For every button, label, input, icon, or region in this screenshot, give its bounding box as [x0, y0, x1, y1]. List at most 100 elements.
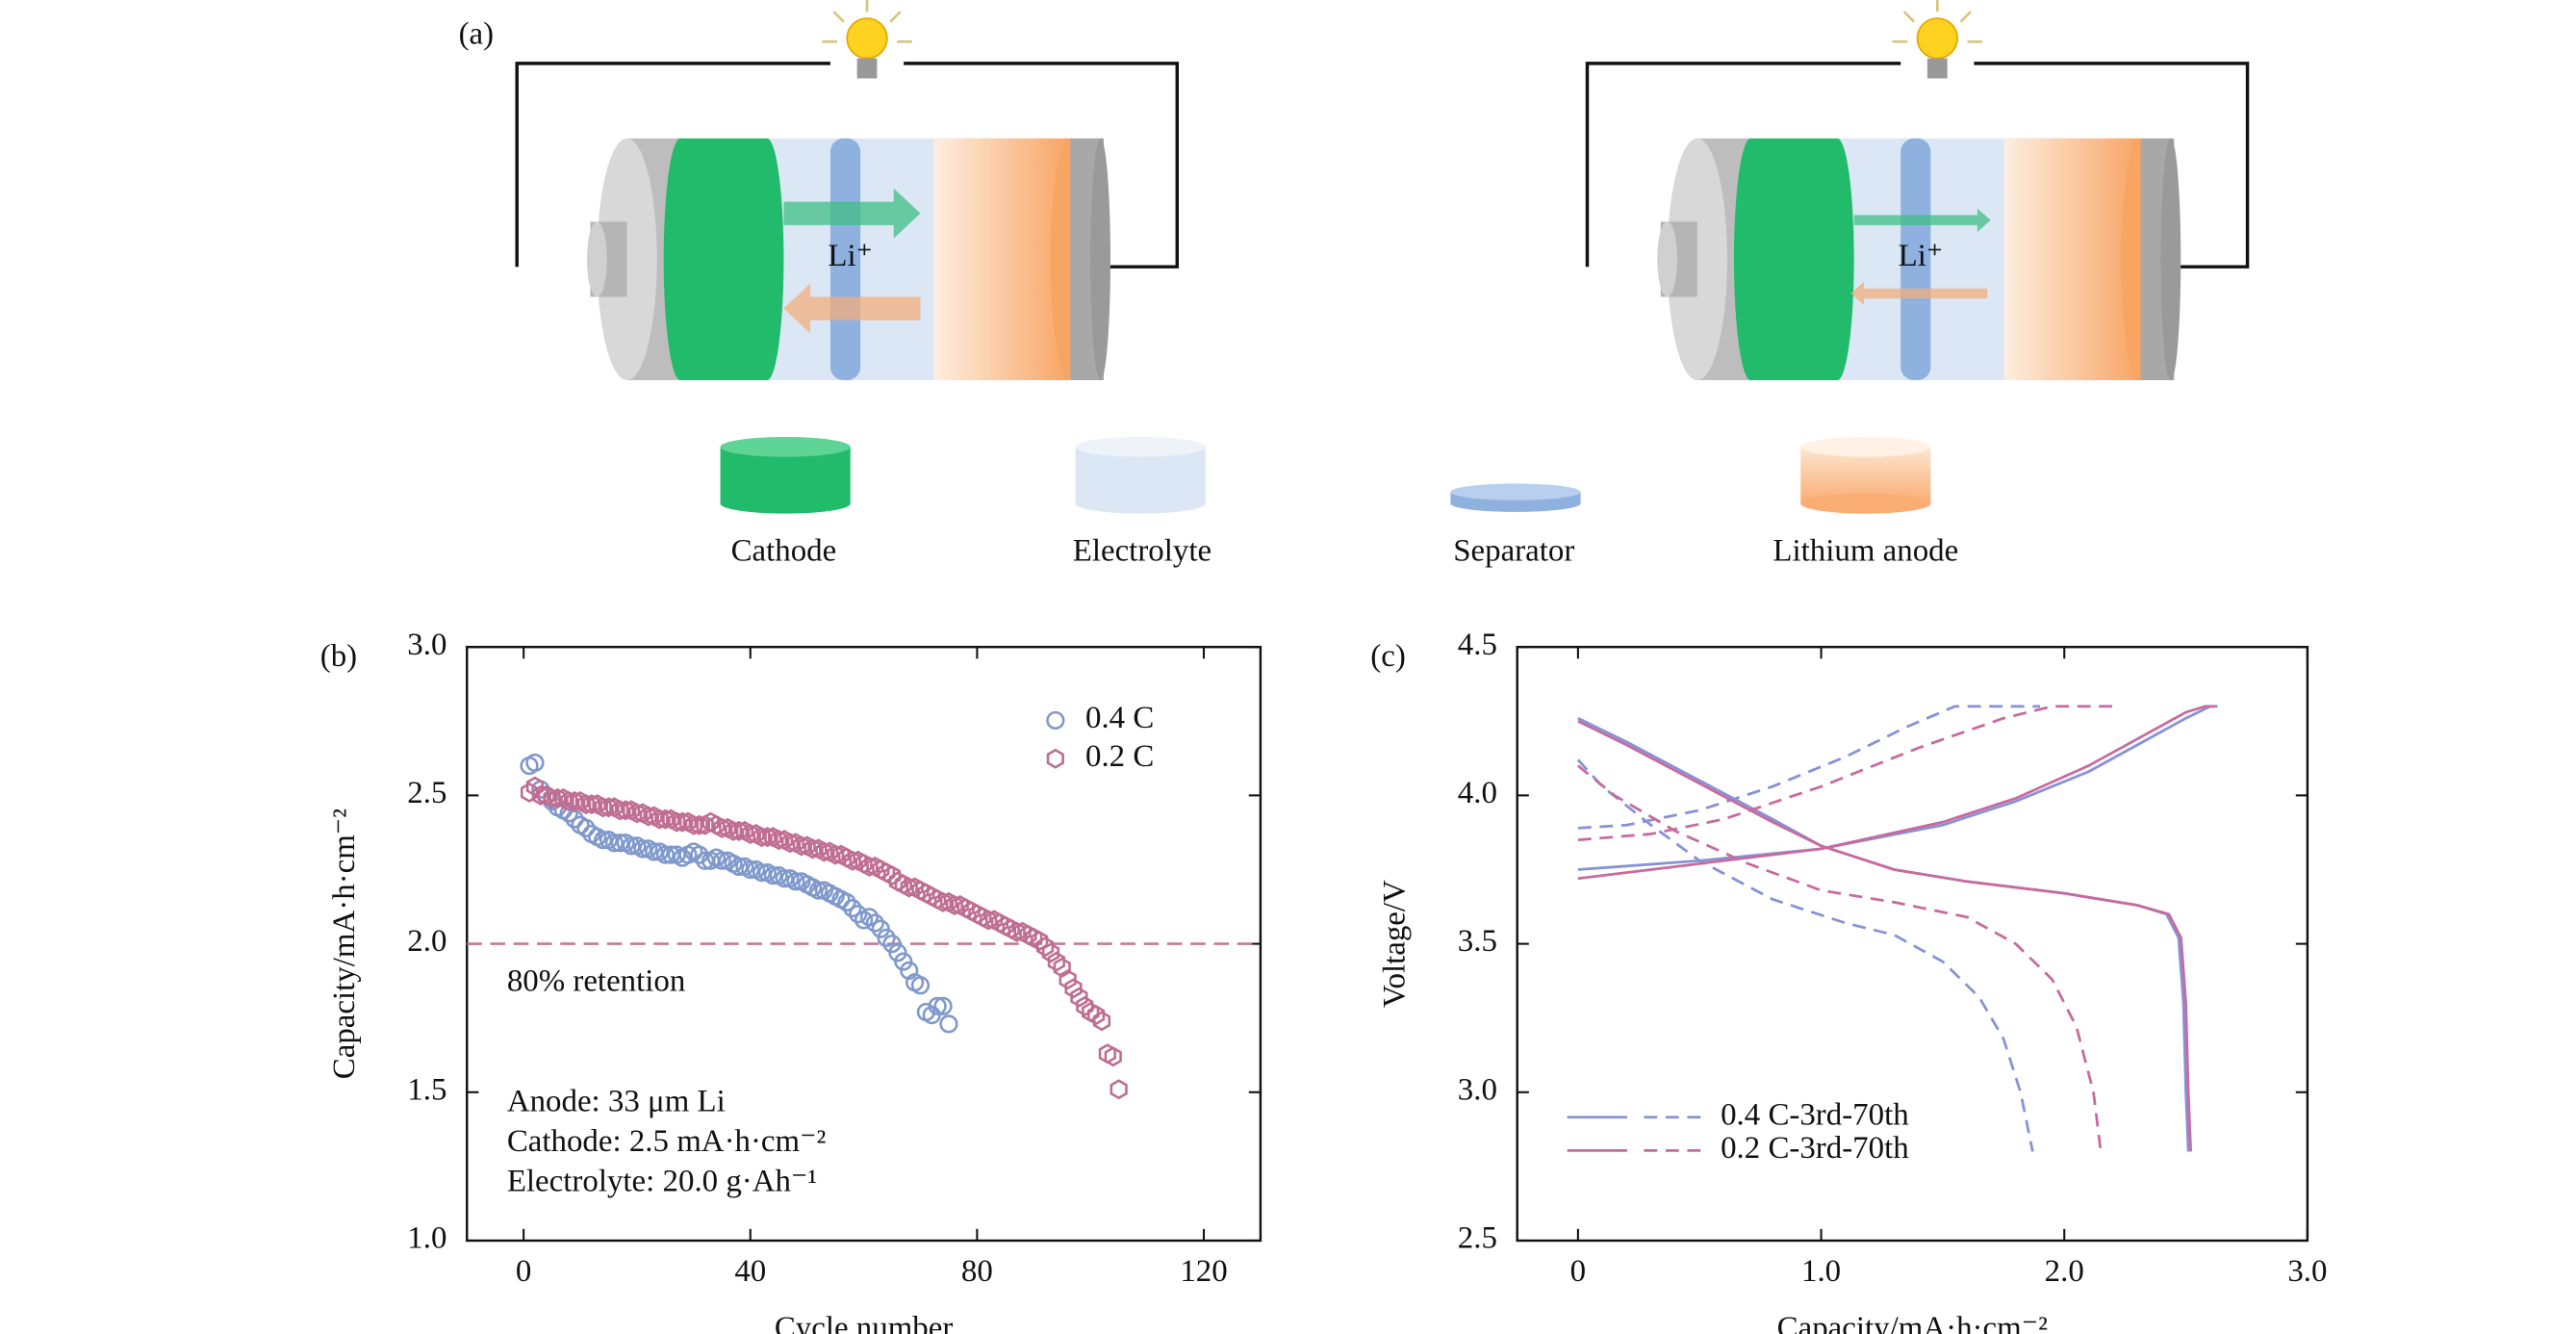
marker	[594, 831, 613, 850]
x-tick-label: 120	[1180, 1254, 1227, 1289]
marker	[763, 866, 782, 885]
curve	[1576, 758, 2034, 1152]
panel-label: (c)	[1370, 639, 1406, 674]
marker	[729, 857, 749, 877]
y-tick-label: 3.0	[407, 628, 446, 662]
marker	[1070, 987, 1088, 1008]
marker	[712, 851, 731, 870]
marker	[525, 776, 545, 797]
marker	[1092, 1011, 1111, 1032]
y-tick-label: 3.5	[1458, 924, 1497, 959]
marker	[1064, 978, 1083, 999]
x-tick-label: 2.0	[2045, 1254, 2084, 1289]
marker	[696, 814, 714, 835]
y-tick-label: 4.0	[1458, 776, 1497, 810]
curve	[1577, 705, 2218, 871]
x-tick-label: 40	[734, 1254, 766, 1289]
plot-frame	[1516, 645, 2309, 1243]
marker	[1031, 931, 1049, 952]
legend-marker	[1046, 710, 1065, 731]
y-axis-label: Voltage/V	[1378, 880, 1413, 1008]
marker	[865, 913, 884, 933]
component-label: Electrolyte	[1073, 534, 1211, 569]
marker	[752, 827, 771, 848]
y-tick-label: 1.5	[407, 1072, 446, 1107]
curve	[1577, 720, 2193, 1152]
marker	[939, 1014, 958, 1034]
marker	[610, 834, 629, 853]
legend-label: 0.2 C	[1085, 739, 1154, 774]
y-tick-label: 2.0	[407, 924, 446, 959]
ion-label: Li⁺	[1899, 239, 1944, 273]
marker	[645, 842, 664, 861]
legend-marker	[1046, 748, 1064, 769]
annotation: Anode: 33 μm Li	[507, 1084, 726, 1118]
marker	[655, 845, 676, 864]
ion-label: Li⁺	[828, 239, 873, 273]
x-tick-label: 0	[516, 1254, 531, 1289]
marker	[1041, 942, 1060, 963]
marker	[808, 881, 829, 900]
x-tick-label: 80	[961, 1254, 993, 1289]
marker	[1109, 1079, 1128, 1100]
marker	[1047, 951, 1065, 972]
x-tick-label: 3.0	[2287, 1254, 2327, 1289]
marker	[684, 814, 702, 835]
marker	[1076, 995, 1094, 1016]
marker	[849, 905, 868, 924]
x-tick-label: 1.0	[1801, 1254, 1841, 1289]
y-axis-label: Capacity/mA·h·cm⁻²	[327, 808, 362, 1079]
marker	[650, 808, 669, 830]
curve	[1577, 705, 2215, 881]
annotation: Cathode: 2.5 mA·h·cm⁻²	[507, 1124, 827, 1159]
marker	[1086, 1005, 1106, 1026]
legend-label: 0.4 C	[1085, 701, 1154, 735]
marker	[775, 869, 794, 888]
marker	[725, 820, 743, 841]
legend-label: 0.2 C-3rd-70th	[1721, 1131, 1909, 1166]
component-label: Cathode	[731, 534, 837, 569]
marker	[741, 859, 760, 880]
marker	[690, 814, 708, 835]
marker	[786, 872, 805, 891]
component-icons	[720, 436, 1931, 514]
marker	[910, 976, 931, 995]
marker	[594, 797, 612, 818]
marker	[1053, 957, 1071, 978]
curve	[1577, 705, 2040, 830]
x-axis-label: Cycle number	[775, 1311, 954, 1334]
reference-label: 80% retention	[507, 964, 686, 999]
y-tick-label: 3.0	[1458, 1072, 1497, 1107]
marker	[604, 834, 625, 853]
marker	[859, 908, 880, 927]
marker	[622, 836, 641, 856]
y-tick-label: 2.5	[407, 776, 446, 810]
marker	[1104, 1046, 1122, 1067]
y-tick-label: 4.5	[1458, 628, 1497, 662]
marker	[933, 996, 953, 1015]
marker	[525, 753, 545, 773]
marker	[843, 898, 862, 918]
component-label: Separator	[1453, 534, 1574, 569]
annotation: Electrolyte: 20.0 g·Ah⁻¹	[507, 1165, 817, 1199]
marker	[752, 862, 772, 883]
marker	[543, 787, 561, 808]
component-label: Lithium anode	[1773, 534, 1958, 569]
marker	[882, 865, 902, 886]
x-axis-label: Capacity/mA·h·cm⁻²	[1777, 1311, 2048, 1334]
marker	[1058, 969, 1077, 990]
marker	[611, 800, 629, 821]
marker	[668, 811, 686, 833]
x-tick-label: 0	[1570, 1254, 1586, 1289]
battery: Li⁺	[1585, 0, 2250, 382]
marker	[576, 818, 596, 837]
y-tick-label: 1.0	[407, 1221, 446, 1256]
y-tick-label: 2.5	[1458, 1221, 1497, 1256]
panel-label: (a)	[459, 17, 495, 52]
legend-label: 0.4 C-3rd-70th	[1721, 1097, 1909, 1132]
marker	[928, 996, 947, 1015]
curve	[1577, 716, 2190, 1152]
marker	[877, 928, 896, 948]
panel-label: (b)	[320, 639, 357, 674]
